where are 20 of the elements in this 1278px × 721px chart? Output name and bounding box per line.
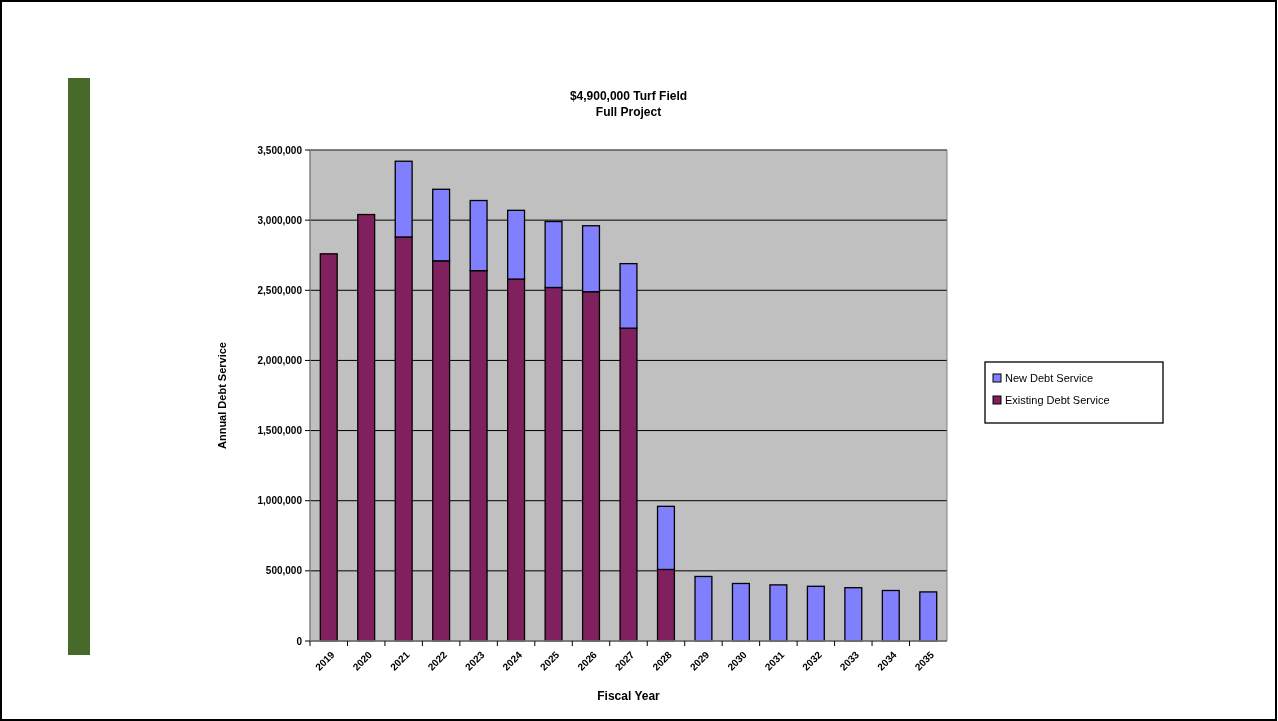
y-tick-label: 0 (296, 635, 303, 647)
y-tick-label: 2,000,000 (257, 354, 303, 366)
bar (731, 582, 750, 642)
y-tick-label: 500,000 (265, 565, 303, 577)
y-axis-title: Annual Debt Service (216, 342, 228, 449)
chart-title: $4,900,000 Turf Field Full Project (569, 89, 688, 119)
bar (919, 591, 938, 642)
x-axis-title: Fiscal Year (597, 689, 661, 703)
bar (694, 575, 713, 642)
legend-label: Existing Debt Service (1005, 393, 1110, 406)
bar (769, 584, 788, 642)
bar (806, 585, 825, 642)
y-tick-label: 3,000,000 (257, 214, 303, 226)
bar (844, 587, 863, 642)
y-tick-label: 3,500,000 (257, 144, 303, 156)
y-tick-label: 2,500,000 (257, 284, 303, 296)
y-tick-label: 1,000,000 (257, 495, 303, 507)
legend-label: New Debt Service (1005, 371, 1094, 384)
bar (881, 589, 900, 642)
y-tick-label: 1,500,000 (257, 425, 303, 437)
